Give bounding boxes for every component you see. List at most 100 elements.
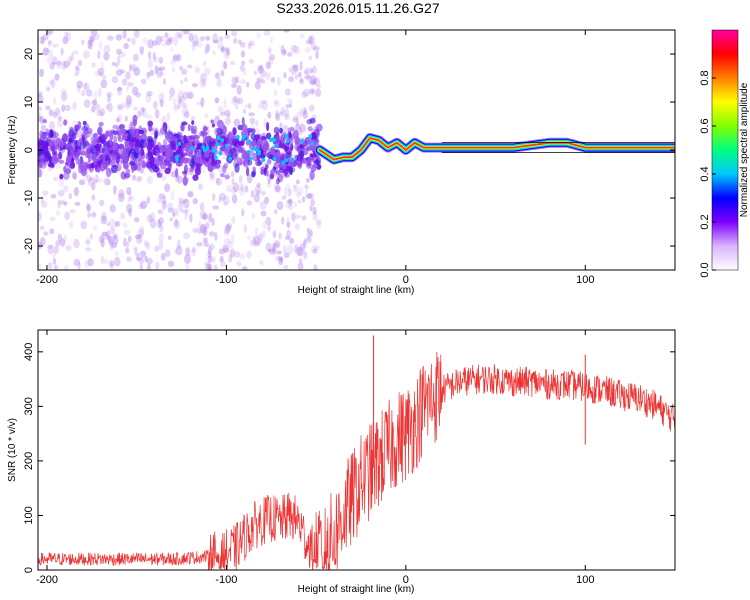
spectrogram-band-blob — [275, 169, 281, 175]
spectrogram-noise-blob — [288, 67, 293, 73]
spectrogram-noise-blob — [117, 86, 123, 96]
spectrogram-noise-blob — [283, 252, 290, 259]
spectrogram-band-blob — [202, 126, 208, 132]
spectrogram-noise-blob — [131, 37, 136, 46]
spectrogram-noise-blob — [170, 46, 174, 52]
spectrogram-band-blob — [51, 144, 55, 154]
spectrogram-noise-blob — [216, 178, 223, 186]
spectrogram-band-blob — [147, 148, 154, 158]
spectrogram-noise-blob — [255, 189, 261, 197]
spectrogram-noise-blob — [256, 182, 261, 188]
spectrogram-noise-blob — [116, 55, 121, 66]
spectrogram-noise-blob — [240, 50, 246, 58]
spectrogram-band-blob — [121, 135, 127, 141]
spectrogram-band-blob — [234, 149, 240, 155]
spectrogram-noise-blob — [231, 96, 238, 106]
spectrogram-noise-blob — [255, 78, 261, 85]
spectrogram-noise-blob — [245, 81, 250, 88]
spectrogram-noise-blob — [298, 80, 305, 86]
spectrogram-hotspot — [300, 138, 305, 143]
spectrogram-noise-blob — [223, 60, 227, 70]
spectrogram-noise-blob — [265, 72, 271, 80]
spectrogram-noise-blob — [172, 208, 179, 217]
spectrogram-band-blob — [112, 124, 119, 130]
spectrogram-noise-blob — [311, 245, 317, 254]
spectrogram-noise-blob — [177, 53, 182, 62]
spectrogram-band-blob — [287, 127, 295, 132]
spectrogram-noise-blob — [38, 111, 41, 118]
spectrogram-noise-blob — [49, 216, 56, 222]
spectrogram-noise-blob — [175, 31, 182, 38]
spectrogram-noise-blob — [299, 32, 305, 39]
spectrogram-noise-blob — [185, 262, 190, 270]
spectrogram-band-blob — [241, 150, 249, 160]
spectrogram-noise-blob — [284, 88, 291, 96]
spectrogram-noise-blob — [191, 83, 198, 88]
spectrogram-noise-blob — [236, 97, 241, 105]
spectrogram-band-blob — [72, 151, 79, 161]
spectrogram-noise-blob — [181, 209, 188, 214]
spectrogram-noise-blob — [233, 118, 241, 127]
spectrogram-noise-blob — [208, 243, 216, 251]
spectrogram-noise-blob — [254, 227, 259, 237]
spectrogram-noise-blob — [202, 81, 207, 87]
spectrogram-noise-blob — [203, 49, 208, 55]
spectrogram-noise-blob — [155, 67, 163, 78]
spectrogram-hotspot — [175, 158, 180, 163]
colorbar-tick-label: 0.6 — [699, 118, 711, 133]
spectrogram-noise-blob — [173, 248, 178, 254]
spectrogram-noise-blob — [207, 255, 213, 263]
spectrogram-noise-blob — [186, 64, 193, 69]
spectrogram-noise-blob — [230, 170, 235, 178]
spectrogram-band-blob — [130, 121, 136, 126]
spectrogram-noise-blob — [281, 195, 287, 200]
spectrogram-noise-blob — [52, 111, 58, 119]
spectrogram-noise-blob — [121, 101, 127, 109]
spectrogram-noise-blob — [220, 69, 225, 77]
spectrogram-hotspot — [257, 149, 261, 154]
spectrogram-noise-blob — [146, 71, 151, 78]
spectrogram-noise-blob — [170, 59, 176, 66]
figure-title: S233.2026.015.11.26.G27 — [276, 0, 439, 16]
spectrogram-noise-blob — [38, 115, 43, 123]
spectrogram-noise-blob — [241, 182, 245, 193]
spectrogram-noise-blob — [204, 261, 209, 267]
spectrogram-noise-blob — [290, 44, 298, 53]
spectrogram-noise-blob — [123, 42, 129, 50]
spectrogram-noise-blob — [272, 242, 280, 248]
spectrogram-noise-blob — [187, 91, 194, 100]
spectrogram-noise-blob — [294, 74, 298, 80]
spectrogram-band-blob — [246, 127, 253, 133]
spectrogram-band-blob — [165, 144, 172, 151]
spectrogram-noise-blob — [298, 258, 303, 265]
spectrogram-noise-blob — [283, 187, 287, 198]
spectrogram-band-blob — [152, 166, 160, 173]
spectrogram-hotspot — [228, 156, 233, 161]
spectrogram-band-blob — [131, 163, 135, 174]
spectrogram-noise-blob — [179, 79, 184, 85]
spectrogram-band-blob — [193, 125, 198, 135]
spectrogram-noise-blob — [309, 205, 313, 212]
spectrogram-noise-blob — [170, 190, 175, 201]
snr-x-tick-label: 100 — [576, 574, 594, 586]
spectrogram-marks — [38, 30, 675, 270]
spectrogram-noise-blob — [158, 92, 165, 102]
spectrogram-band-blob — [148, 126, 154, 132]
spectrogram-noise-blob — [239, 78, 246, 84]
spectrogram-band-blob — [269, 172, 275, 180]
spectrogram-noise-blob — [167, 235, 172, 241]
snr-data — [38, 335, 675, 570]
spectrogram-noise-blob — [187, 191, 193, 198]
spectrogram-noise-blob — [162, 196, 167, 205]
spectrogram-band-blob — [85, 144, 91, 152]
spectrogram-band-blob — [77, 158, 85, 169]
spectrogram-noise-blob — [199, 224, 207, 234]
spectrogram-noise-blob — [218, 248, 225, 255]
snr-x-tick-label: -200 — [36, 574, 58, 586]
spectrogram-noise-blob — [246, 174, 253, 184]
spectrogram-band-blob — [283, 145, 288, 152]
spectrogram-noise-blob — [109, 260, 115, 267]
spectrogram-band-blob — [250, 140, 257, 147]
spectrogram-x-axis-label: Height of straight line (km) — [298, 285, 415, 296]
spectrogram-noise-blob — [97, 50, 101, 60]
